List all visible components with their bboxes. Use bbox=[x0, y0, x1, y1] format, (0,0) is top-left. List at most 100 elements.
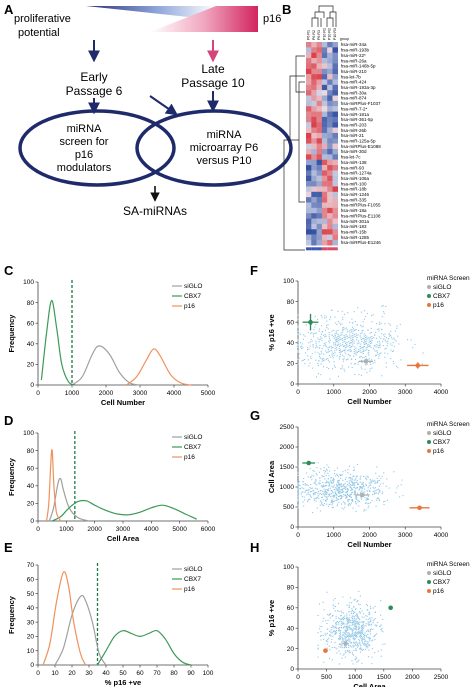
scatter-point bbox=[340, 489, 343, 491]
scatter-point bbox=[359, 619, 361, 621]
heatmap-cell bbox=[311, 47, 317, 53]
scatter-point bbox=[322, 620, 324, 622]
scatter-point bbox=[342, 329, 345, 331]
scatter-point bbox=[343, 368, 345, 370]
legend-label: p16 bbox=[184, 586, 195, 593]
heatmap-cell bbox=[327, 74, 333, 80]
scatter-point bbox=[333, 478, 335, 481]
scatter-point bbox=[307, 331, 309, 334]
scatter-point bbox=[368, 345, 370, 347]
scatter-point bbox=[373, 619, 375, 621]
scatter-point bbox=[365, 357, 367, 359]
scatter-point bbox=[329, 503, 331, 505]
scatter-point bbox=[323, 488, 325, 490]
scatter-point bbox=[347, 489, 349, 491]
scatter-point bbox=[322, 360, 325, 362]
scatter-point bbox=[359, 345, 362, 347]
scatter-point bbox=[312, 492, 314, 495]
scatter-point bbox=[375, 346, 377, 348]
scatter-point bbox=[360, 645, 362, 647]
heatmap-cell bbox=[306, 181, 312, 187]
heatmap-cell bbox=[316, 52, 323, 59]
scatter-point bbox=[345, 334, 347, 336]
scatter-point bbox=[350, 489, 352, 491]
heatmap-cell bbox=[316, 95, 323, 102]
scatter-point bbox=[318, 493, 320, 495]
scatter-point bbox=[337, 498, 340, 501]
scatter-point bbox=[355, 631, 357, 633]
scatter-point bbox=[376, 350, 378, 352]
scatter-point bbox=[327, 640, 329, 643]
scatter-point bbox=[337, 481, 339, 483]
x-tick-label: 4000 bbox=[434, 389, 449, 396]
scatter-point bbox=[354, 642, 356, 644]
scatter-point bbox=[371, 340, 373, 342]
scatter-point bbox=[371, 337, 373, 339]
scatter-point bbox=[355, 632, 357, 635]
scatter-point bbox=[312, 344, 314, 346]
scatter-point bbox=[349, 332, 351, 334]
scatter-point bbox=[319, 510, 322, 512]
scatter-point bbox=[339, 485, 341, 487]
heatmap-cell bbox=[321, 74, 328, 80]
scatter-point bbox=[351, 635, 353, 637]
scatter-point bbox=[319, 490, 321, 492]
scatter-point bbox=[368, 636, 370, 638]
scatter-point bbox=[350, 473, 352, 475]
scatter-point bbox=[384, 643, 386, 645]
scatter-point bbox=[321, 494, 323, 496]
scatter-point bbox=[336, 627, 338, 629]
scatter-point bbox=[341, 350, 344, 352]
scatter-point bbox=[314, 482, 316, 484]
heatmap-row-label: hsa-miRPlus-E1246 bbox=[341, 240, 382, 245]
scatter-point bbox=[350, 486, 352, 488]
control-point-siglo bbox=[363, 359, 369, 364]
scatter-point bbox=[368, 502, 370, 504]
scatter-point bbox=[317, 364, 319, 366]
scatter-point bbox=[365, 625, 367, 627]
scatter-point bbox=[372, 490, 374, 493]
scatter-point bbox=[351, 499, 353, 501]
heatmap-cell bbox=[316, 202, 323, 209]
scatter-point bbox=[340, 334, 342, 336]
scatter-point bbox=[359, 491, 361, 493]
heatmap-cell bbox=[311, 149, 317, 155]
scatter-point bbox=[344, 638, 346, 640]
screen-circle bbox=[18, 109, 176, 187]
heatmap-cell bbox=[306, 63, 312, 69]
scatter-point bbox=[333, 329, 335, 331]
scatter-point bbox=[332, 495, 335, 497]
scatter-point bbox=[364, 488, 366, 490]
heatmap-cell bbox=[332, 138, 338, 144]
scatter-point bbox=[346, 497, 348, 499]
heatmap-cell bbox=[311, 229, 317, 235]
scatter-point bbox=[330, 345, 332, 347]
scatter-point bbox=[360, 648, 362, 650]
scatter-point bbox=[333, 500, 335, 502]
scatter-point bbox=[318, 330, 320, 332]
heatmap-cell bbox=[332, 149, 338, 155]
heatmap-cell bbox=[311, 58, 317, 64]
scatter-point bbox=[323, 485, 325, 487]
scatter-point bbox=[348, 494, 350, 496]
scatter-point bbox=[384, 339, 386, 341]
scatter-point bbox=[352, 644, 354, 646]
scatter-point bbox=[339, 324, 342, 326]
scatter-point bbox=[330, 356, 332, 358]
scatter-point bbox=[326, 499, 328, 501]
scatter-point bbox=[346, 341, 348, 344]
scatter-point bbox=[344, 635, 346, 638]
scatter-point bbox=[357, 361, 359, 363]
scatter-point bbox=[361, 360, 363, 362]
heatmap-cell bbox=[332, 52, 338, 59]
scatter-point bbox=[316, 497, 319, 499]
scatter-point bbox=[314, 351, 316, 353]
scatter-point bbox=[338, 488, 341, 490]
scatter-point bbox=[350, 502, 352, 504]
scatter-point bbox=[356, 503, 358, 505]
scatter-point bbox=[337, 610, 339, 612]
scatter-point bbox=[342, 331, 344, 333]
scatter-point bbox=[366, 490, 368, 492]
scatter-point bbox=[338, 491, 340, 493]
